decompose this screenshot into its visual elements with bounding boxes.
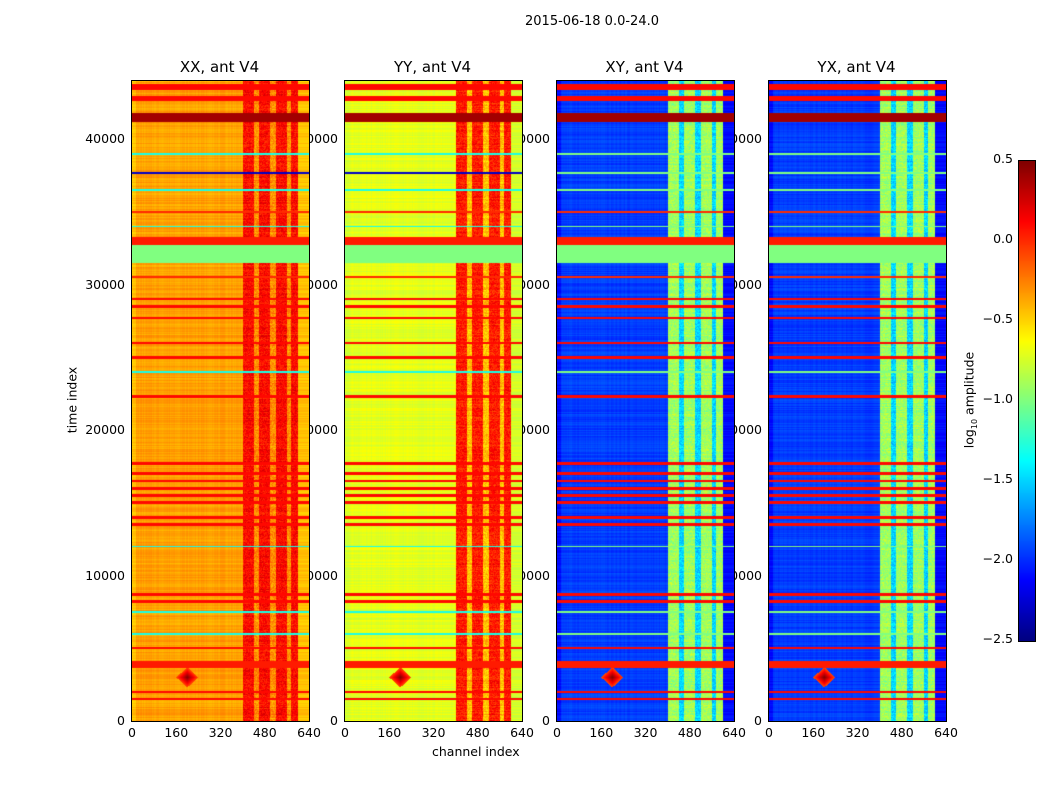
heatmap-image — [557, 81, 734, 721]
panel-title: YY, ant V4 — [393, 58, 472, 76]
x-tick-label: 0 — [128, 725, 136, 740]
x-tick-label: 640 — [934, 725, 958, 740]
y-tick-label: 30000 — [85, 276, 125, 292]
colorbar-gradient — [1019, 161, 1035, 641]
figure-title: 2015-06-18 0.0-24.0 — [525, 14, 659, 29]
colorbar-tick-label: 0.0 — [993, 231, 1013, 246]
x-tick-label: 480 — [465, 725, 490, 740]
x-tick-label: 480 — [252, 725, 277, 740]
x-tick-label: 320 — [633, 725, 658, 740]
x-tick-label: 160 — [377, 725, 402, 740]
colorbar-tick-label: −0.5 — [982, 311, 1013, 326]
colorbar-tick-label: 0.5 — [993, 151, 1013, 166]
colorbar — [1018, 160, 1036, 642]
y-axis-label: time index — [64, 366, 80, 434]
x-tick-label: 320 — [421, 725, 446, 740]
colorbar-tick-label: −1.5 — [982, 471, 1013, 486]
heatmap-image — [345, 81, 522, 721]
colorbar-tick-label: −2.0 — [982, 551, 1013, 566]
y-tick-label: 0 — [542, 713, 550, 728]
heatmap-panel-1 — [131, 80, 310, 722]
x-tick-label: 160 — [589, 725, 614, 740]
colorbar-label-rest: amplitude — [961, 351, 977, 419]
colorbar-label-sub: 10 — [969, 418, 979, 430]
x-tick-label: 0 — [341, 725, 349, 740]
heatmap-panel-4 — [768, 80, 947, 722]
x-tick-label: 480 — [889, 725, 914, 740]
colorbar-label-main: log — [961, 429, 977, 449]
x-tick-label: 640 — [297, 725, 321, 740]
y-tick-label: 20000 — [85, 422, 125, 438]
heatmap-image — [769, 81, 946, 721]
x-tick-label: 640 — [722, 725, 746, 740]
panel-title: XX, ant V4 — [179, 58, 260, 76]
colorbar-tick-label: −1.0 — [982, 391, 1013, 406]
y-tick-label: 0 — [117, 713, 125, 728]
panel-title: XY, ant V4 — [605, 58, 684, 76]
heatmap-panel-3 — [556, 80, 735, 722]
x-tick-label: 320 — [845, 725, 870, 740]
x-tick-label: 160 — [801, 725, 826, 740]
x-tick-label: 320 — [208, 725, 233, 740]
x-tick-label: 0 — [553, 725, 561, 740]
colorbar-label: log10 amplitude — [961, 352, 979, 448]
x-axis-label: channel index — [432, 744, 520, 759]
panel-title: YX, ant V4 — [817, 58, 896, 76]
x-tick-label: 0 — [765, 725, 773, 740]
y-tick-label: 0 — [330, 713, 338, 728]
y-tick-label: 40000 — [85, 131, 125, 147]
colorbar-tick-label: −2.5 — [982, 631, 1013, 646]
x-tick-label: 480 — [677, 725, 702, 740]
y-tick-label: 10000 — [85, 567, 125, 583]
x-tick-label: 640 — [510, 725, 534, 740]
x-tick-label: 160 — [164, 725, 189, 740]
heatmap-panel-2 — [344, 80, 523, 722]
heatmap-image — [132, 81, 309, 721]
y-tick-label: 0 — [754, 713, 762, 728]
